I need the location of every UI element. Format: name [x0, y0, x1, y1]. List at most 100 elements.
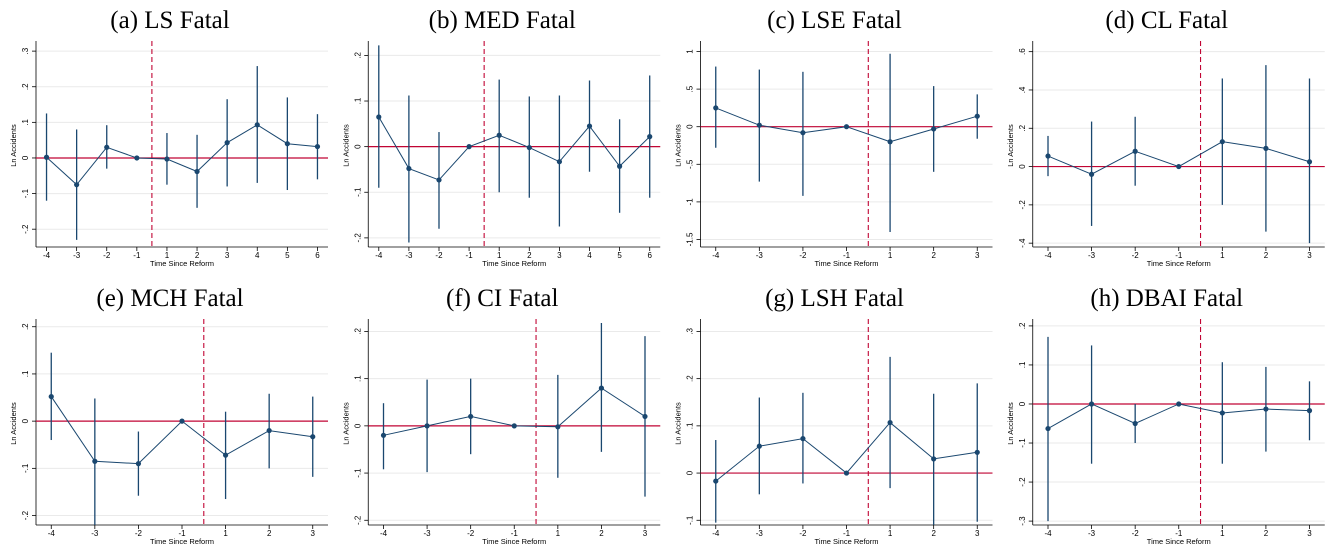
x-tick-label: -4: [712, 251, 720, 260]
point: [43, 154, 50, 160]
x-tick-label: 2: [1264, 251, 1269, 260]
point: [931, 126, 937, 132]
y-tick-label: 0: [21, 155, 30, 160]
point: [713, 478, 719, 484]
y-tick-label: -.2: [353, 515, 362, 525]
y-tick-label: .4: [1018, 86, 1027, 93]
panel-title: (e) MCH Fatal: [96, 285, 243, 312]
panel-title: (f) CI Fatal: [446, 285, 559, 312]
y-tick-label: 0: [686, 124, 695, 129]
y-tick-label: -.3: [1018, 516, 1027, 526]
x-tick-label: -2: [1132, 529, 1140, 538]
y-tick-label: .3: [21, 47, 30, 54]
point: [376, 114, 382, 120]
point: [1263, 145, 1269, 151]
x-tick-label: 5: [285, 251, 290, 260]
y-tick-label: -1: [686, 198, 695, 206]
x-tick-label: 2: [195, 251, 200, 260]
x-tick-label: 3: [225, 251, 230, 260]
y-tick-label: .2: [1018, 124, 1027, 131]
x-tick-label: -3: [1088, 251, 1096, 260]
point: [1263, 406, 1269, 412]
point: [48, 393, 54, 400]
y-tick-label: 0: [686, 470, 695, 475]
point: [974, 449, 980, 455]
x-tick-label: -3: [424, 529, 432, 538]
x-tick-label: -3: [756, 529, 764, 538]
panel: (b) MED Fatal -.2 -.1 0 .1 .2 Ln Accidents Time…: [341, 7, 661, 268]
x-tick-label: -2: [1132, 251, 1140, 260]
estimate-line: [50, 396, 313, 465]
x-axis-label: Time Since Reform: [815, 259, 879, 268]
point: [586, 123, 593, 129]
y-axis-label: Ln Accidents: [9, 124, 18, 167]
x-tick-label: 1: [1220, 251, 1225, 260]
x-tick-label: 2: [931, 529, 936, 538]
x-tick-label: -3: [405, 251, 413, 260]
y-tick-label: -.4: [1018, 238, 1027, 248]
y-tick-label: .1: [21, 370, 30, 377]
x-axis-label: Time Since Reform: [482, 537, 546, 546]
x-axis-label: Time Since Reform: [1147, 259, 1211, 268]
panel-title: (b) MED Fatal: [429, 7, 576, 34]
y-tick-label: .2: [353, 328, 362, 335]
point: [224, 140, 230, 146]
x-tick-label: -1: [178, 529, 186, 538]
x-tick-label: 1: [497, 251, 502, 260]
point: [1306, 408, 1313, 414]
point: [135, 461, 142, 467]
x-axis-label: Time Since Reform: [150, 537, 214, 546]
y-tick-label: 0: [353, 423, 362, 428]
point: [1132, 148, 1138, 154]
x-tick-label: 2: [1264, 529, 1269, 538]
point: [526, 144, 532, 151]
x-tick-label: -4: [43, 251, 51, 260]
y-tick-label: .1: [353, 375, 362, 382]
x-tick-label: 4: [587, 251, 592, 260]
point: [424, 423, 430, 429]
x-tick-label: -4: [48, 529, 56, 538]
x-tick-label: -2: [799, 251, 807, 260]
estimate-line: [378, 116, 651, 181]
point: [179, 418, 185, 424]
y-tick-label: -.1: [353, 468, 362, 478]
y-tick-label: .5: [686, 85, 695, 92]
point: [642, 413, 648, 420]
y-tick-label: 0: [1018, 164, 1027, 169]
y-axis-label: Ln Accidents: [674, 402, 683, 445]
x-tick-label: 1: [888, 251, 893, 260]
y-tick-label: 0: [21, 418, 30, 423]
y-tick-label: -.2: [21, 224, 30, 234]
point: [800, 436, 806, 442]
point: [756, 443, 762, 449]
estimate-line: [1047, 403, 1310, 430]
estimate-line: [46, 124, 318, 186]
point: [310, 434, 316, 440]
y-tick-label: -.1: [353, 187, 362, 197]
panel: (h) DBAI Fatal -.3 -.2 -.1 0 .1 .2 Ln Accidents…: [1006, 285, 1325, 546]
point: [1045, 153, 1051, 159]
x-tick-label: 2: [527, 251, 532, 260]
y-tick-label: 0: [1018, 401, 1027, 406]
panel: (c) LSE Fatal -1.5 -1 -.5 0 .5 1 Ln Accidents Ti…: [674, 7, 993, 268]
y-tick-label: .1: [353, 97, 362, 104]
point: [887, 419, 893, 426]
y-tick-label: -.1: [21, 463, 30, 473]
point: [713, 105, 719, 111]
y-axis-label: Ln Accidents: [341, 402, 350, 445]
point: [468, 413, 474, 420]
point: [556, 159, 563, 165]
x-tick-label: 1: [888, 529, 893, 538]
point: [254, 122, 260, 128]
x-tick-label: 1: [223, 529, 228, 538]
point: [1132, 420, 1138, 427]
panel-title: (c) LSE Fatal: [767, 7, 902, 34]
point: [843, 470, 850, 476]
x-tick-label: 3: [1307, 529, 1312, 538]
x-tick-label: 3: [975, 529, 980, 538]
x-axis-label: Time Since Reform: [815, 537, 879, 546]
point: [496, 132, 502, 138]
x-tick-label: 6: [647, 251, 652, 260]
y-axis-label: Ln Accidents: [1006, 402, 1015, 445]
